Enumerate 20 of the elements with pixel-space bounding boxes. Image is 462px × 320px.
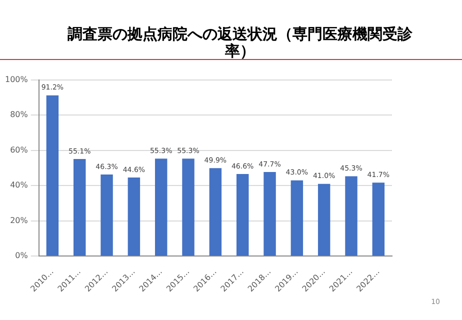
bar: [74, 158, 86, 256]
bar: [182, 158, 194, 256]
bar: [100, 174, 113, 256]
y-tick-label: 80%: [10, 110, 28, 120]
chart-title: 調査票の拠点病院への返送状況（専門医療機関受診率）: [66, 25, 414, 60]
bar: [236, 174, 249, 256]
bar: [318, 184, 330, 256]
bar: [128, 178, 140, 256]
bar: [372, 182, 385, 256]
bar: [209, 168, 222, 256]
y-tick-label: 0%: [15, 251, 28, 260]
bar: [264, 172, 276, 256]
bar: [46, 95, 59, 256]
bar: [290, 180, 304, 256]
bar: [345, 176, 358, 256]
y-tick-label: 60%: [10, 145, 28, 154]
y-tick-label: 40%: [10, 180, 28, 190]
y-tick-label: 20%: [10, 216, 28, 225]
y-tick-label: 100%: [4, 74, 28, 84]
bar: [154, 158, 168, 256]
